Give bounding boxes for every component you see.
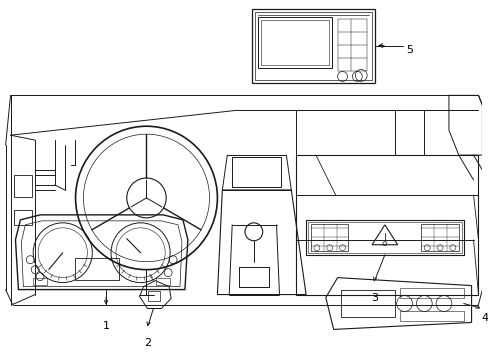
Bar xyxy=(305,220,463,255)
Bar xyxy=(15,175,32,197)
Bar xyxy=(260,20,328,66)
Text: 1: 1 xyxy=(102,321,109,332)
Bar xyxy=(399,311,463,321)
Bar xyxy=(156,278,170,285)
Bar xyxy=(15,210,32,225)
Bar xyxy=(232,157,281,187)
Bar xyxy=(399,288,463,298)
Bar xyxy=(310,224,348,251)
Text: 4: 4 xyxy=(481,314,488,324)
Bar xyxy=(340,289,394,318)
Text: 2: 2 xyxy=(143,338,151,348)
Bar xyxy=(75,258,119,280)
Bar xyxy=(148,291,160,301)
Bar xyxy=(254,12,371,80)
Bar xyxy=(257,17,331,68)
Text: 5: 5 xyxy=(406,45,413,54)
Bar xyxy=(307,222,461,253)
Bar xyxy=(421,224,458,251)
Bar xyxy=(251,9,374,84)
Text: 3: 3 xyxy=(371,293,378,302)
Bar xyxy=(33,278,47,285)
